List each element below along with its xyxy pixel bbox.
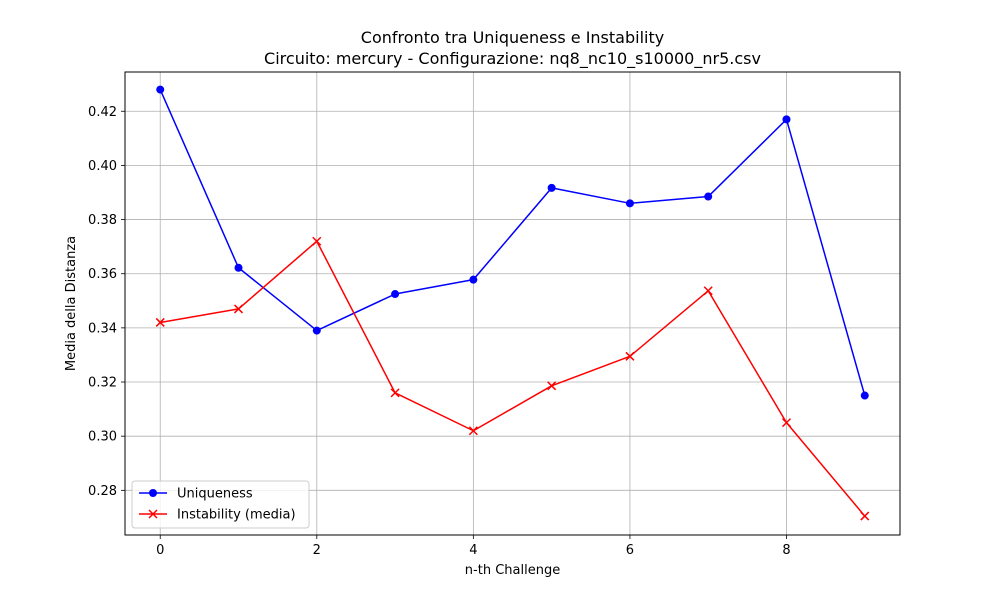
point-instability [233, 304, 244, 314]
point-instability [155, 317, 165, 327]
x-tick-label: 8 [782, 543, 790, 558]
point-instability [312, 236, 322, 246]
point-uniqueness [782, 115, 791, 124]
x-tick-label: 0 [156, 543, 164, 558]
y-tick-label: 0.32 [88, 376, 117, 391]
legend-box [131, 480, 310, 529]
point-uniqueness [469, 275, 478, 284]
chart-title: Confronto tra Uniqueness e Instability [361, 28, 664, 47]
legend-marker-instability [148, 509, 158, 519]
series-line-uniqueness [159, 89, 866, 396]
x-tick-label: 4 [469, 543, 477, 558]
legend-label-instability: Instability (media) [177, 508, 296, 523]
point-uniqueness [156, 85, 165, 94]
axis-ticks: 0 2 4 6 8 0.28 0.30 0.32 0.34 0.36 0.38 0.40 0.42 [88, 105, 791, 558]
point-uniqueness [312, 326, 321, 335]
y-tick-label: 0.28 [88, 484, 117, 499]
point-instability [781, 418, 792, 428]
y-tick-label: 0.40 [88, 159, 117, 174]
plot-frame [124, 71, 901, 536]
point-uniqueness [391, 290, 400, 299]
legend: Uniqueness Instability (media) [131, 480, 310, 529]
series-lines [155, 85, 870, 521]
point-instability [625, 351, 635, 361]
point-uniqueness [234, 263, 243, 272]
point-instability [860, 511, 870, 521]
grid-lines [125, 72, 900, 535]
point-instability [468, 426, 478, 436]
point-instability [547, 381, 557, 391]
y-tick-label: 0.38 [88, 213, 117, 228]
y-tick-label: 0.36 [88, 267, 117, 282]
y-tick-label: 0.42 [88, 105, 117, 120]
x-axis-label: n-th Challenge [465, 563, 560, 578]
x-tick-label: 6 [626, 543, 634, 558]
point-uniqueness [625, 199, 634, 208]
point-instability [390, 388, 400, 398]
legend-label-uniqueness: Uniqueness [177, 487, 253, 502]
series-line-instability [160, 240, 866, 517]
y-tick-label: 0.34 [88, 321, 117, 336]
point-uniqueness [860, 391, 869, 400]
y-tick-label: 0.30 [88, 430, 117, 445]
y-axis-label: Media della Distanza [64, 236, 79, 371]
x-tick-label: 2 [313, 543, 321, 558]
point-uniqueness [547, 183, 556, 192]
point-uniqueness [704, 192, 713, 201]
legend-marker-uniqueness [149, 489, 157, 497]
chart-subtitle: Circuito: mercury - Configurazione: nq8_… [264, 49, 761, 69]
point-instability [703, 286, 713, 296]
